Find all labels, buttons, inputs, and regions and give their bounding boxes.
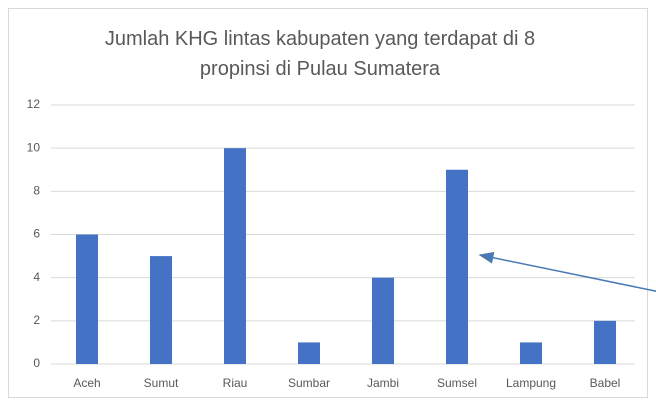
y-tick-label: 8 (33, 184, 40, 198)
x-tick-label: Sumut (144, 376, 179, 390)
bar (224, 148, 246, 364)
y-tick-label: 0 (33, 356, 40, 370)
bar (594, 320, 616, 364)
chart-title: Jumlah KHG lintas kabupaten yang terdapa… (104, 28, 536, 80)
y-tick-label: 4 (33, 270, 40, 284)
bar (372, 277, 394, 364)
y-tick-label: 12 (27, 97, 41, 111)
x-tick-label: Sumsel (437, 376, 477, 390)
bar (76, 234, 98, 364)
bar (298, 342, 320, 364)
bar (520, 342, 542, 364)
annotation-arrow (478, 251, 656, 292)
bar (150, 256, 172, 364)
x-tick-label: Sumbar (288, 376, 330, 390)
chart-frame (8, 8, 648, 398)
x-tick-label: Riau (223, 376, 248, 390)
x-tick-label: Aceh (73, 376, 100, 390)
x-tick-label: Jambi (367, 376, 399, 390)
y-tick-label: 6 (33, 227, 40, 241)
x-tick-label: Babel (590, 376, 621, 390)
y-tick-label: 2 (33, 313, 40, 327)
x-tick-label: Lampung (506, 376, 556, 390)
y-tick-label: 10 (27, 140, 41, 154)
bar (446, 169, 468, 364)
